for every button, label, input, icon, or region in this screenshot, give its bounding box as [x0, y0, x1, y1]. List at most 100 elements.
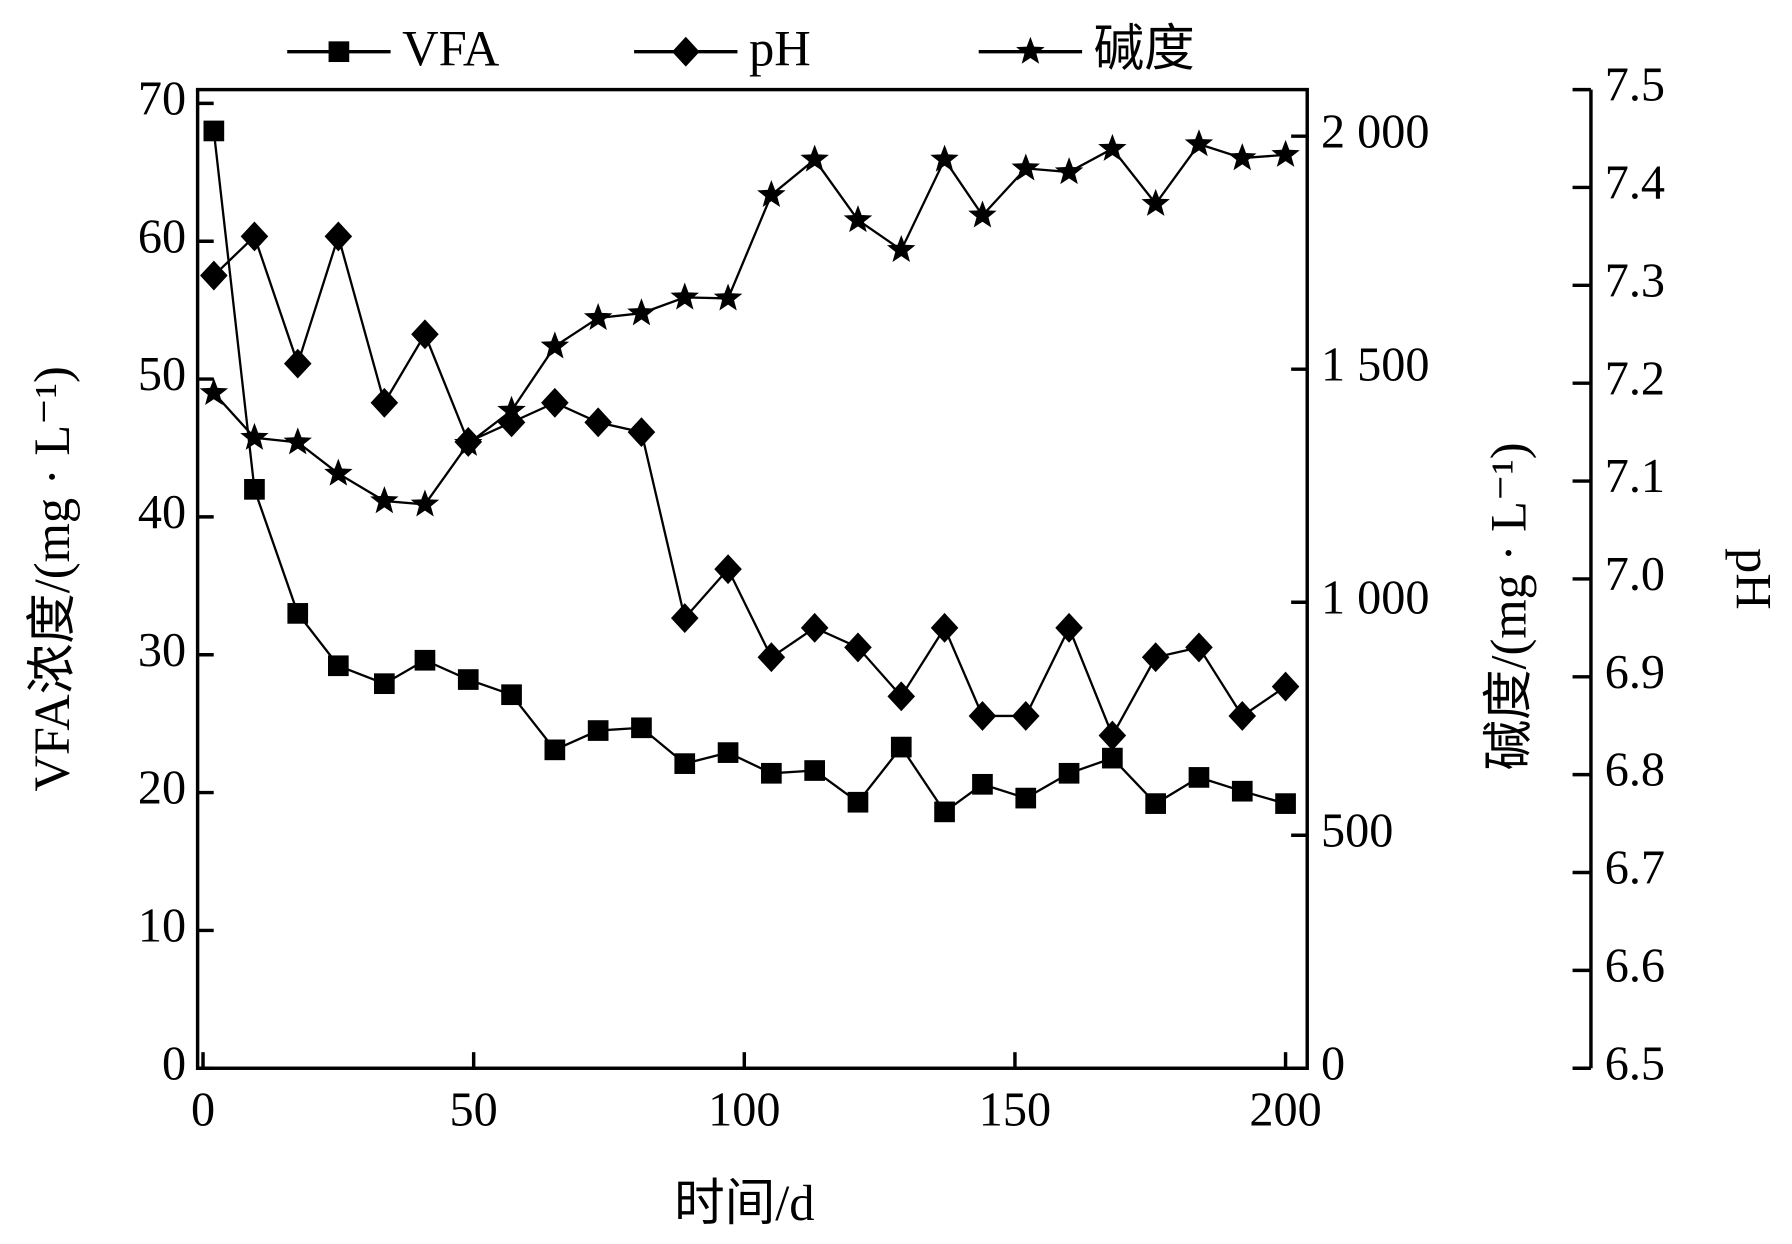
data-point — [1184, 129, 1214, 157]
data-point — [800, 144, 829, 172]
data-point — [199, 378, 229, 406]
data-point — [670, 603, 699, 634]
data-point — [887, 681, 916, 712]
y3-tick-label: 6.6 — [1605, 939, 1665, 992]
legend-label: 碱度 — [1094, 21, 1195, 77]
y-axis-label: VFA浓度/(mg · L⁻¹) — [24, 366, 80, 791]
y3-tick-label: 6.5 — [1605, 1037, 1665, 1090]
legend-marker — [672, 36, 700, 67]
data-point — [968, 701, 997, 731]
y-tick-label: 0 — [162, 1037, 186, 1090]
y3-tick-label: 7.1 — [1605, 450, 1665, 503]
data-point — [328, 655, 349, 677]
data-point — [1015, 787, 1037, 809]
data-point — [1275, 793, 1296, 814]
data-point — [804, 760, 826, 781]
data-point — [1271, 139, 1300, 167]
data-point — [453, 428, 483, 456]
data-point — [934, 801, 955, 823]
data-point — [1058, 762, 1080, 784]
data-point — [501, 684, 522, 706]
y3-tick-label: 6.9 — [1605, 646, 1665, 699]
data-point — [457, 669, 479, 690]
data-point — [757, 642, 786, 673]
plot-frame — [195, 87, 1309, 1070]
legend-label: VFA — [402, 21, 500, 77]
data-point — [761, 762, 782, 784]
y2-tick-label: 2 000 — [1321, 105, 1430, 158]
y3-tick-label: 7.5 — [1605, 59, 1665, 112]
data-point — [244, 478, 265, 500]
x-tick-label: 0 — [191, 1083, 215, 1136]
data-point — [890, 736, 912, 758]
data-point — [1188, 767, 1210, 788]
data-point — [544, 739, 566, 761]
y2-tick-label: 500 — [1321, 804, 1393, 857]
data-point — [930, 612, 959, 643]
data-point — [1141, 642, 1170, 673]
data-point — [972, 773, 993, 795]
data-point — [713, 283, 743, 311]
x-tick-label: 200 — [1249, 1083, 1321, 1136]
y3-tick-label: 7.3 — [1605, 254, 1665, 307]
data-point — [627, 298, 656, 326]
y3-axis-label: pH — [1726, 548, 1782, 610]
data-point — [843, 205, 873, 233]
y-tick-label: 10 — [138, 899, 186, 952]
data-point — [1102, 747, 1123, 769]
y3-tick-label: 6.8 — [1605, 744, 1665, 797]
data-point — [414, 649, 436, 671]
legend-marker — [1016, 36, 1045, 64]
data-point — [583, 303, 613, 331]
data-point — [1145, 793, 1167, 814]
y-tick-label: 40 — [138, 486, 186, 539]
data-point — [587, 720, 609, 741]
y-tick-label: 70 — [138, 72, 186, 125]
data-point — [497, 395, 526, 423]
x-axis-label: 时间/d — [674, 1175, 814, 1231]
data-point — [717, 742, 739, 763]
data-point — [324, 221, 353, 252]
data-point — [374, 673, 395, 695]
y-tick-label: 50 — [138, 348, 186, 401]
data-point — [411, 319, 439, 350]
x-tick-label: 50 — [450, 1083, 498, 1136]
data-point — [1098, 133, 1127, 161]
series-line — [213, 232, 1287, 739]
data-point — [283, 427, 312, 455]
data-point — [800, 612, 829, 643]
y3-tick-label: 7.4 — [1605, 157, 1665, 210]
y3-tick-label: 7.2 — [1605, 352, 1665, 405]
data-point — [1141, 188, 1170, 216]
data-point — [370, 486, 399, 514]
data-point — [541, 387, 569, 418]
data-point — [287, 603, 309, 624]
data-point — [757, 179, 786, 207]
y3-tick-label: 6.7 — [1605, 842, 1665, 895]
y3-tick-label: 7.0 — [1605, 548, 1665, 601]
y2-tick-label: 1 000 — [1321, 571, 1430, 624]
data-point — [930, 144, 959, 172]
legend-label: pH — [749, 21, 811, 77]
data-point — [540, 331, 570, 359]
data-point — [1271, 671, 1300, 702]
y-tick-label: 30 — [138, 624, 186, 677]
data-point — [968, 200, 997, 228]
data-point — [1098, 720, 1127, 751]
data-point — [714, 554, 742, 585]
data-point — [1185, 632, 1213, 663]
data-point — [847, 791, 869, 813]
data-point — [324, 458, 353, 486]
y2-axis-label: 碱度/(mg · L⁻¹) — [1481, 442, 1537, 770]
data-point — [370, 387, 399, 418]
series-line — [212, 130, 1286, 814]
data-point — [1231, 780, 1253, 802]
data-point — [1228, 701, 1257, 731]
data-point — [887, 235, 916, 263]
data-point — [1011, 701, 1040, 731]
data-point — [240, 221, 269, 252]
data-point — [844, 632, 872, 663]
x-tick-label: 100 — [708, 1083, 780, 1136]
data-point — [240, 422, 269, 450]
